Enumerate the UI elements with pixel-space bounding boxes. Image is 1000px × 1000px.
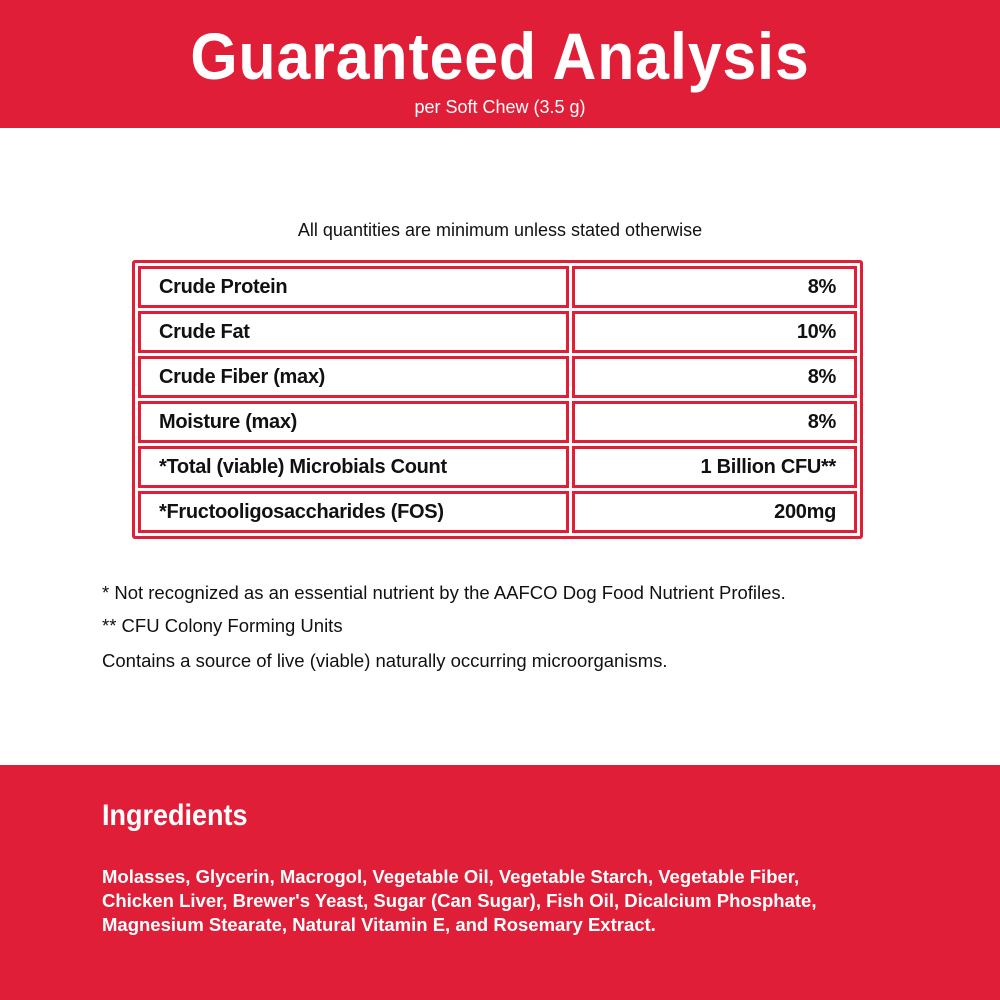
footnote-live-microorganisms: Contains a source of live (viable) natur… [102, 650, 668, 671]
table-row: *Total (viable) Microbials Count 1 Billio… [138, 446, 857, 488]
nutrient-value: 200mg [572, 491, 857, 533]
nutrient-value: 10% [572, 311, 857, 353]
footnote-cfu: ** CFU Colony Forming Units [102, 615, 343, 636]
nutrient-label: *Total (viable) Microbials Count [138, 446, 569, 488]
ingredients-line: Molasses, Glycerin, Macrogol, Vegetable … [102, 866, 800, 887]
ingredients-heading: Ingredients [102, 799, 248, 832]
guaranteed-analysis-table: Crude Protein 8% Crude Fat 10% Crude Fiber… [132, 260, 863, 539]
table-row: Crude Protein 8% [138, 266, 857, 308]
nutrient-value: 8% [572, 266, 857, 308]
table-row: Crude Fiber (max) 8% [138, 356, 857, 398]
nutrient-label: Crude Fat [138, 311, 569, 353]
nutrient-value: 1 Billion CFU** [572, 446, 857, 488]
nutrient-value: 8% [572, 401, 857, 443]
ingredients-list: Molasses, Glycerin, Macrogol, Vegetable … [102, 865, 816, 937]
quantities-note: All quantities are minimum unless stated… [297, 220, 703, 240]
page-subtitle: per Soft Chew (3.5 g) [414, 97, 586, 117]
ingredients-line: Chicken Liver, Brewer's Yeast, Sugar (Ca… [102, 890, 817, 911]
nutrient-label: Moisture (max) [138, 401, 569, 443]
table-row: *Fructooligosaccharides (FOS) 200mg [138, 491, 857, 533]
table-row: Crude Fat 10% [138, 311, 857, 353]
nutrient-value: 8% [572, 356, 857, 398]
nutrient-label: *Fructooligosaccharides (FOS) [138, 491, 569, 533]
nutrient-label: Crude Fiber (max) [138, 356, 569, 398]
page-title: Guaranteed Analysis [190, 19, 810, 93]
header-banner: Guaranteed Analysis per Soft Chew (3.5 g… [0, 0, 1000, 128]
table-row: Moisture (max) 8% [138, 401, 857, 443]
nutrient-label: Crude Protein [138, 266, 569, 308]
footnote-aafco: * Not recognized as an essential nutrien… [102, 582, 786, 603]
ingredients-line: Magnesium Stearate, Natural Vitamin E, a… [102, 914, 656, 935]
ingredients-section: Ingredients Molasses, Glycerin, Macrogol… [0, 765, 1000, 1000]
